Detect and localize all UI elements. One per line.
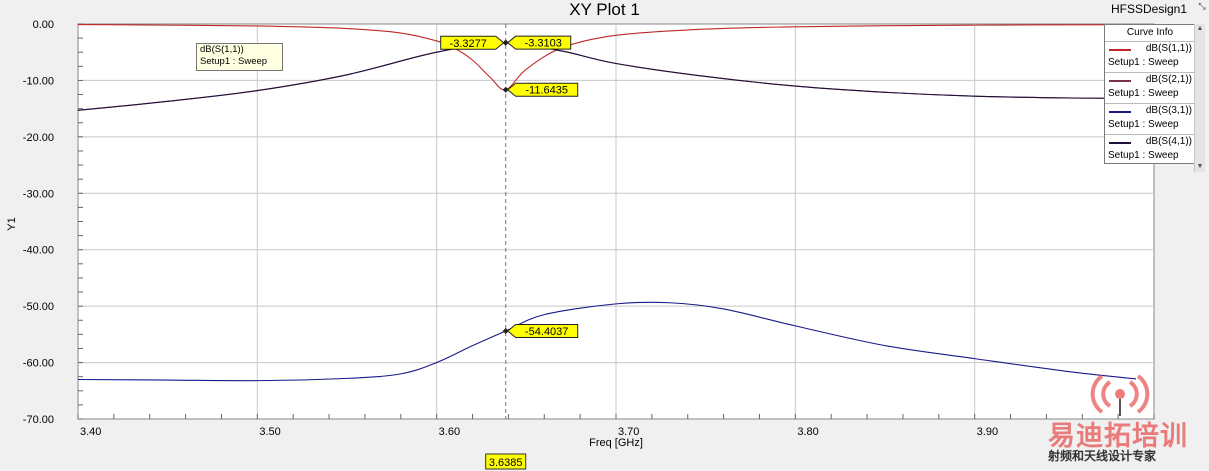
legend-entry-setup: Setup1 : Sweep (1108, 88, 1179, 99)
legend-entry-name: dB(S(1,1)) (1145, 43, 1192, 54)
marker-x-label: 3.6385 (489, 457, 523, 469)
y-tick-label: -20.00 (23, 132, 54, 144)
legend-entry-name: dB(S(2,1)) (1145, 74, 1192, 85)
legend-entry[interactable]: dB(S(3,1)) Setup1 : Sweep (1105, 104, 1195, 135)
marker-point (502, 86, 509, 93)
note-setup: Setup1 : Sweep (200, 56, 268, 67)
x-tick-label: 3.70 (618, 426, 639, 438)
series-line-db-s-4-1[interactable] (77, 42, 1137, 111)
legend-swatch (1109, 80, 1131, 82)
marker-value-label: -3.3103 (525, 38, 562, 50)
legend-entry-setup: Setup1 : Sweep (1108, 119, 1179, 130)
note-curve-name: dB(S(1,1)) (200, 44, 244, 55)
watermark-logo: 易迪拓培训 射频和天线设计专家 (1040, 372, 1205, 468)
tick-layer: 3.40 3.50 3.60 3.70 3.80 3.90 0.00 -10.00 -20.00… (23, 19, 1155, 438)
legend-entry-setup: Setup1 : Sweep (1108, 57, 1179, 68)
x-axis-title: Freq [GHz] (589, 437, 643, 449)
legend-swatch (1109, 49, 1131, 51)
watermark-subtitle: 射频和天线设计专家 (1048, 449, 1157, 463)
legend-swatch (1109, 142, 1131, 144)
legend-entry[interactable]: dB(S(1,1)) Setup1 : Sweep (1105, 42, 1195, 73)
legend-entry[interactable]: dB(S(2,1)) Setup1 : Sweep (1105, 73, 1195, 104)
y-tick-label: -30.00 (23, 188, 54, 200)
y-tick-label: -10.00 (23, 75, 54, 87)
marker-value-label: -54.4037 (525, 326, 568, 338)
legend-entry[interactable]: dB(S(4,1)) Setup1 : Sweep (1105, 135, 1195, 165)
marker-callout-box[interactable] (506, 35, 572, 50)
marker-layer: 3.6385 -3.3277 -3.3103 -11.6435 -54.4037 (440, 24, 579, 470)
curve-note-box[interactable]: dB(S(1,1)) Setup1 : Sweep (196, 43, 283, 71)
scroll-down-icon[interactable]: ▼ (1196, 163, 1204, 170)
grid-layer (78, 24, 1154, 419)
plot-title: XY Plot 1 (569, 0, 640, 19)
legend-entry-name: dB(S(4,1)) (1145, 136, 1192, 147)
wifi-signal-icon (1090, 374, 1150, 416)
y-tick-label: 0.00 (33, 19, 54, 31)
marker-callout-box[interactable] (506, 82, 579, 97)
marker-point (502, 327, 509, 334)
scroll-up-icon[interactable]: ▲ (1196, 25, 1204, 32)
x-tick-label: 3.40 (80, 426, 101, 438)
series-layer (77, 24, 1137, 382)
marker-x-label-box[interactable] (485, 453, 527, 470)
marker-value-label: -3.3277 (450, 38, 487, 50)
y-tick-label: -50.00 (23, 301, 54, 313)
y-tick-label: -60.00 (23, 358, 54, 370)
y-axis-title: Y1 (6, 217, 18, 230)
legend-title: Curve Info (1105, 25, 1195, 42)
marker-callout-box[interactable] (506, 323, 579, 338)
marker-point (502, 39, 509, 46)
legend-entry-name: dB(S(3,1)) (1145, 105, 1192, 116)
y-tick-label: -70.00 (23, 414, 54, 426)
marker-callout-box[interactable] (440, 35, 505, 50)
y-tick-label: -40.00 (23, 245, 54, 257)
series-line-db-s-1-1[interactable] (77, 24, 1137, 91)
legend-swatch (1109, 111, 1131, 113)
legend-scrollbar[interactable]: ▲ ▼ (1194, 24, 1205, 172)
series-line-db-s-3-1[interactable] (77, 301, 1137, 382)
x-tick-label: 3.60 (439, 426, 460, 438)
design-name: HFSSDesign1 (1110, 2, 1187, 16)
watermark-title: 易迪拓培训 (1048, 421, 1188, 451)
resize-grip-icon[interactable]: ⤡ (1198, 1, 1206, 11)
curve-info-legend[interactable]: Curve Info dB(S(1,1)) Setup1 : Sweep dB(… (1104, 24, 1196, 164)
x-tick-label: 3.50 (259, 426, 280, 438)
x-tick-label: 3.90 (977, 426, 998, 438)
marker-value-label: -11.6435 (525, 85, 568, 97)
x-tick-label: 3.80 (797, 426, 818, 438)
legend-entry-setup: Setup1 : Sweep (1108, 150, 1179, 161)
